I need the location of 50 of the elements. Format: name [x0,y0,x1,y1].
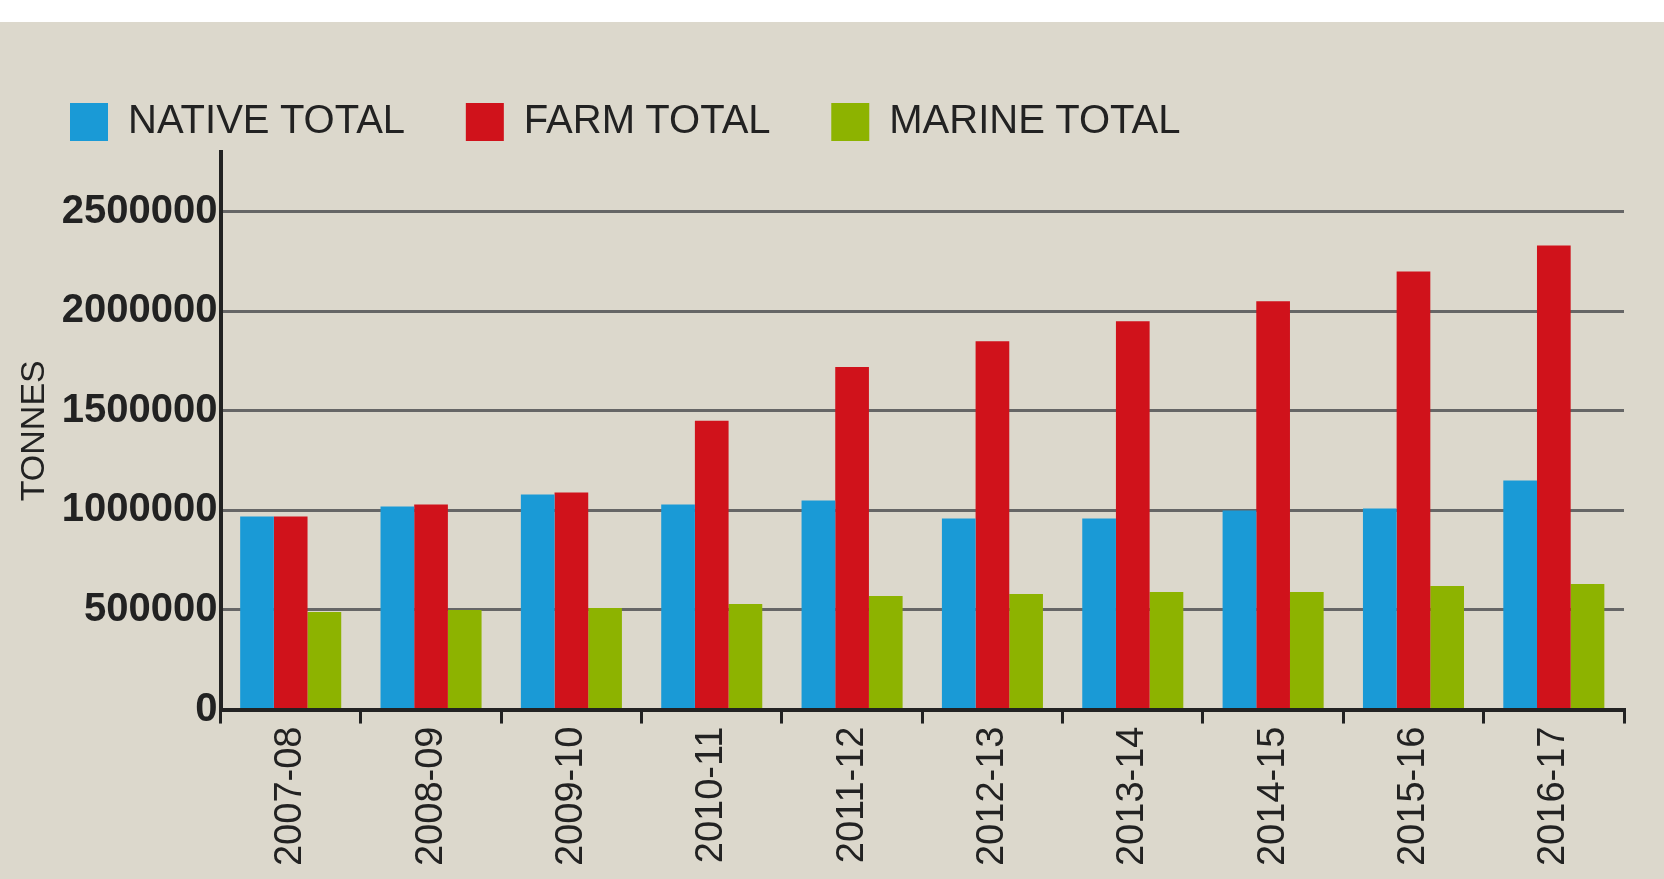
bar [1503,480,1537,709]
bar [1149,592,1184,709]
x-tick-label: 2016-17 [1530,726,1573,867]
bar [588,607,622,709]
bar [1082,518,1116,709]
legend-label: FARM TOTAL [523,97,771,142]
bar [941,518,976,709]
bar [1430,586,1464,709]
x-tick-label: 2008-09 [407,726,450,867]
y-tick-label: 2000000 [61,286,218,331]
bar [1256,301,1290,709]
bar [240,516,274,709]
bar [414,504,448,709]
x-tick-label: 2013-14 [1109,726,1152,867]
y-axis-title: TONNES [12,360,51,502]
x-tick-label: 2010-11 [688,726,731,864]
y-tick-label: 2500000 [61,186,218,231]
y-tick-label: 1500000 [61,385,218,430]
bar [835,367,869,709]
bar [307,611,342,709]
bar [554,492,589,709]
x-tick-label: 2014-15 [1249,726,1292,867]
bar [1289,592,1324,709]
bar [520,494,555,709]
bar [868,596,903,709]
bar [694,420,729,709]
bar [1222,510,1257,709]
legend-label: MARINE TOTAL [889,97,1181,142]
bar [447,609,482,709]
bar [273,516,308,709]
legend-label: NATIVE TOTAL [128,97,406,142]
bar [728,604,763,709]
bar [1396,271,1431,709]
bar [1009,594,1043,709]
x-tick-label: 2009-10 [547,726,590,867]
x-tick-label: 2015-16 [1389,726,1432,867]
bar [1362,508,1397,709]
bar [380,506,415,709]
y-tick-label: 1000000 [61,485,218,530]
x-tick-label: 2012-13 [968,726,1011,867]
bar [1536,245,1571,709]
y-tick-label: 500000 [84,585,218,630]
bar [1115,321,1150,709]
y-tick-label: 0 [195,684,218,729]
bar [801,500,836,709]
bar [661,504,695,709]
bar [1570,584,1605,709]
bar [975,341,1010,709]
x-tick-label: 2007-08 [267,726,310,867]
x-tick-label: 2011-12 [828,726,871,864]
